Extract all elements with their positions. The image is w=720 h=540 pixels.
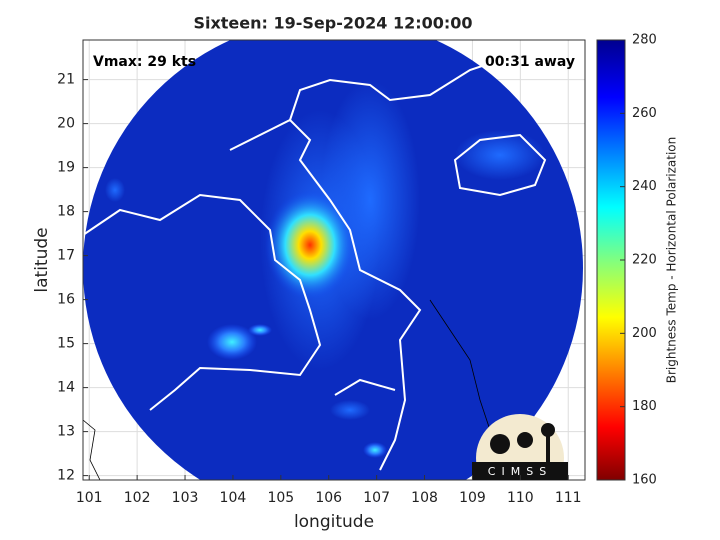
y-tick-label: 19 bbox=[57, 160, 75, 176]
y-tick-label: 15 bbox=[57, 336, 75, 352]
y-tick-label: 20 bbox=[57, 116, 75, 132]
plot-frame bbox=[82, 39, 586, 481]
x-tick-label: 104 bbox=[220, 490, 247, 506]
x-tick-label: 108 bbox=[411, 490, 438, 506]
x-tick-label: 101 bbox=[76, 490, 103, 506]
y-axis-label: latitude bbox=[32, 227, 52, 292]
y-tick-label: 13 bbox=[57, 424, 75, 440]
colorbar-tick-label: 200 bbox=[632, 326, 657, 341]
chart-title: Sixteen: 19-Sep-2024 12:00:00 bbox=[193, 14, 472, 33]
x-tick-label: 110 bbox=[507, 490, 534, 506]
x-tick-label: 109 bbox=[459, 490, 486, 506]
colorbar-label: Brightness Temp - Horizontal Polarizatio… bbox=[665, 137, 679, 384]
x-tick-label: 107 bbox=[363, 490, 390, 506]
x-tick-label: 105 bbox=[267, 490, 294, 506]
x-tick-label: 111 bbox=[555, 490, 582, 506]
logo: CIMSS bbox=[472, 414, 568, 480]
y-tick-label: 16 bbox=[57, 292, 75, 308]
colorbar-tick-label: 180 bbox=[632, 399, 657, 414]
y-tick-label: 12 bbox=[57, 468, 75, 484]
x-tick-label: 103 bbox=[172, 490, 199, 506]
y-tick-label: 17 bbox=[57, 248, 75, 264]
logo-text: CIMSS bbox=[488, 465, 552, 478]
y-tick-label: 21 bbox=[57, 72, 75, 88]
x-tick-label: 106 bbox=[315, 490, 342, 506]
x-axis-label: longitude bbox=[294, 512, 374, 532]
y-tick-label: 14 bbox=[57, 380, 75, 396]
x-tick-label: 102 bbox=[124, 490, 151, 506]
colorbar-tick-label: 240 bbox=[632, 179, 657, 194]
colorbar-tick-label: 160 bbox=[632, 473, 657, 488]
imagery bbox=[83, 40, 583, 480]
colorbar-tick-label: 220 bbox=[632, 253, 657, 268]
colorbar-tick-label: 260 bbox=[632, 106, 657, 121]
annotation: 00:31 away bbox=[485, 54, 575, 70]
annotation: Vmax: 29 kts bbox=[93, 54, 196, 70]
colorbar-tick-label: 280 bbox=[632, 33, 657, 48]
y-tick-label: 18 bbox=[57, 204, 75, 220]
